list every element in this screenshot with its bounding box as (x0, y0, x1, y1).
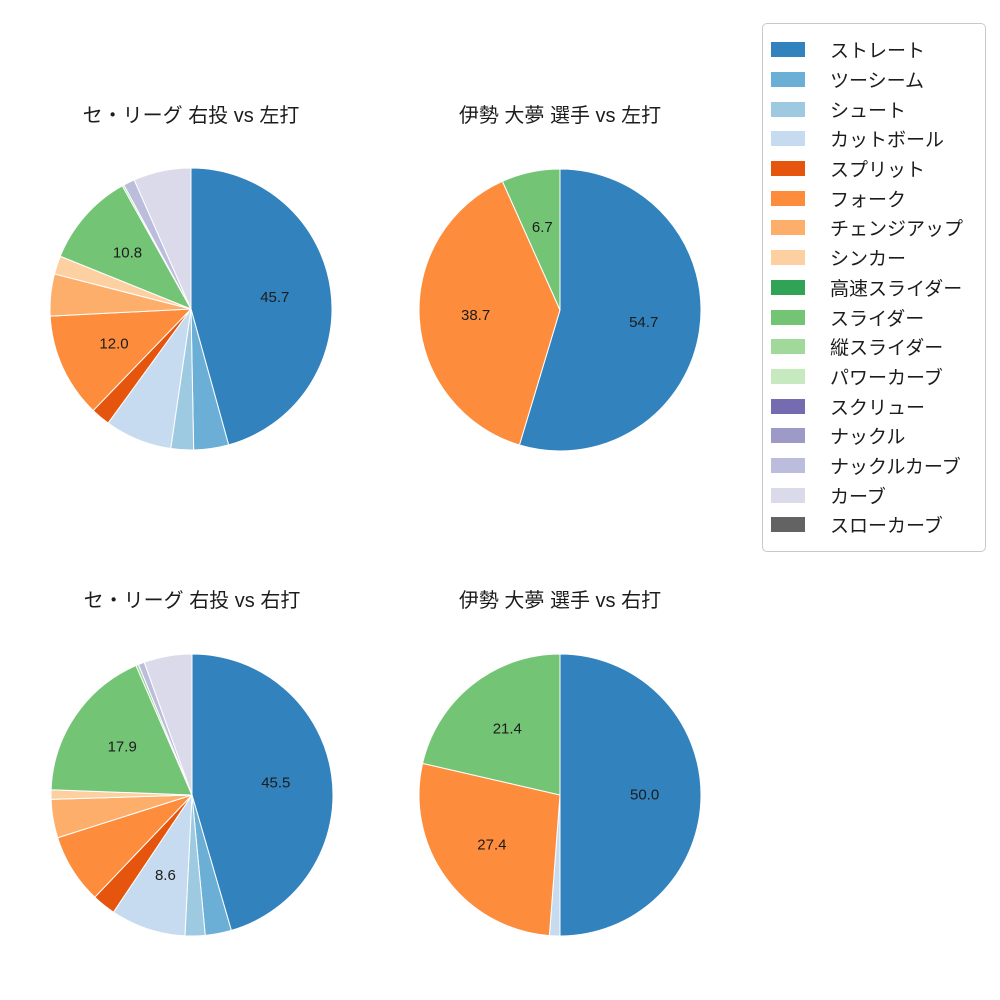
legend-label: カットボール (830, 130, 945, 152)
pie-slice-スライダー (50, 665, 193, 796)
legend-swatch (771, 161, 805, 177)
legend-item-15: カーブ (771, 480, 977, 510)
pie-percent-label: 45.7 (260, 289, 289, 306)
legend-label: スクリュー (830, 397, 926, 419)
chart-title-league-vs-rhb: セ・リーグ 右投 vs 右打 (83, 590, 301, 612)
legend-item-5: フォーク (771, 183, 977, 213)
legend-item-0: ストレート (771, 35, 977, 65)
pie-percent-label: 12.0 (99, 336, 128, 353)
legend-item-8: 高速スライダー (771, 273, 977, 303)
pie-slice-スライダー (59, 185, 192, 310)
legend-swatch (771, 487, 805, 503)
pie-slice-ストレート (518, 168, 702, 452)
legend-swatch (771, 428, 805, 444)
legend-label: チェンジアップ (830, 219, 964, 241)
legend-item-4: スプリット (771, 154, 977, 184)
pie-chart-player-vs-lhb: 54.7 38.7 6.7 (418, 168, 702, 452)
legend-label: フォーク (830, 189, 907, 211)
legend-label: スライダー (830, 308, 925, 330)
pie-percent-label: 54.7 (629, 314, 658, 331)
legend-item-6: チェンジアップ (771, 213, 977, 243)
legend-label: シュート (830, 100, 907, 122)
legend-swatch (771, 101, 805, 117)
legend-item-3: カットボール (771, 124, 977, 154)
legend-label: 高速スライダー (830, 278, 963, 300)
chart-title-player-vs-lhb: 伊勢 大夢 選手 vs 左打 (458, 105, 662, 127)
legend-box: ストレートツーシームシュートカットボール スプリットフォークチェンジアップ シンカー… (762, 23, 986, 552)
pie-slice-ストレート (190, 167, 333, 446)
legend-label: ナックルカーブ (830, 456, 961, 478)
pie-slice-ストレート (559, 653, 702, 937)
legend-item-10: 縦スライダー (771, 332, 977, 362)
legend-label: ナックル (830, 427, 906, 449)
legend-item-9: スライダー (771, 302, 977, 332)
legend-swatch (771, 339, 805, 355)
pie-slice-カーブ (143, 653, 193, 796)
pie-chart-player-vs-rhb: 50.0 27.4 21.4 (418, 653, 702, 937)
pie-percent-label: 6.7 (532, 219, 553, 236)
legend-swatch (771, 190, 805, 206)
legend-label: 縦スライダー (830, 338, 944, 360)
pie-chart-league-vs-rhb: 45.5 8.6 17.9 (50, 653, 334, 937)
legend-swatch (771, 220, 805, 236)
legend-item-7: シンカー (771, 243, 977, 273)
legend-swatch (771, 309, 805, 325)
legend-swatch (771, 279, 805, 295)
legend-label: カーブ (830, 486, 886, 508)
legend-item-2: シュート (771, 94, 977, 124)
legend-label: ツーシーム (830, 71, 925, 93)
pie-percent-label: 21.4 (493, 720, 522, 737)
legend-swatch (771, 368, 805, 384)
pie-percent-label: 50.0 (630, 787, 659, 804)
legend-label: スローカーブ (830, 516, 943, 538)
pie-slice-フォーク (418, 180, 561, 446)
pie-slice-ストレート (191, 653, 334, 931)
chart-title-player-vs-rhb: 伊勢 大夢 選手 vs 右打 (458, 590, 662, 612)
legend-swatch (771, 398, 805, 414)
pie-chart-league-vs-lhb: 45.7 12.0 10.8 (49, 167, 333, 451)
legend-swatch (771, 457, 805, 473)
legend-item-1: ツーシーム (771, 65, 977, 95)
legend-item-12: スクリュー (771, 391, 977, 421)
legend-swatch (771, 42, 805, 58)
legend-label: スプリット (830, 160, 926, 182)
legend-swatch (771, 250, 805, 266)
pie-percent-label: 45.5 (261, 775, 290, 792)
legend-item-11: パワーカーブ (771, 362, 977, 392)
legend-item-16: スローカーブ (771, 510, 977, 540)
legend-swatch (771, 517, 805, 533)
legend-label: パワーカーブ (830, 367, 943, 389)
pie-percent-label: 8.6 (155, 867, 176, 884)
pie-percent-label: 38.7 (461, 307, 490, 324)
pie-percent-label: 17.9 (108, 739, 137, 756)
pie-slice-フォーク (49, 308, 192, 412)
pie-slice-スライダー (422, 653, 561, 796)
pie-slice-カーブ (133, 167, 192, 310)
legend-item-13: ナックル (771, 421, 977, 451)
pie-percent-label: 27.4 (477, 837, 506, 854)
pie-slice-フォーク (418, 762, 561, 937)
pie-percent-label: 10.8 (113, 245, 142, 262)
legend-label: ストレート (830, 41, 926, 63)
chart-title-league-vs-lhb: セ・リーグ 右投 vs 左打 (82, 105, 300, 127)
pie-slice-スライダー (501, 168, 561, 311)
legend-swatch (771, 131, 805, 147)
legend-swatch (771, 72, 805, 88)
legend-label: シンカー (830, 249, 907, 271)
legend-item-14: ナックルカーブ (771, 451, 977, 481)
